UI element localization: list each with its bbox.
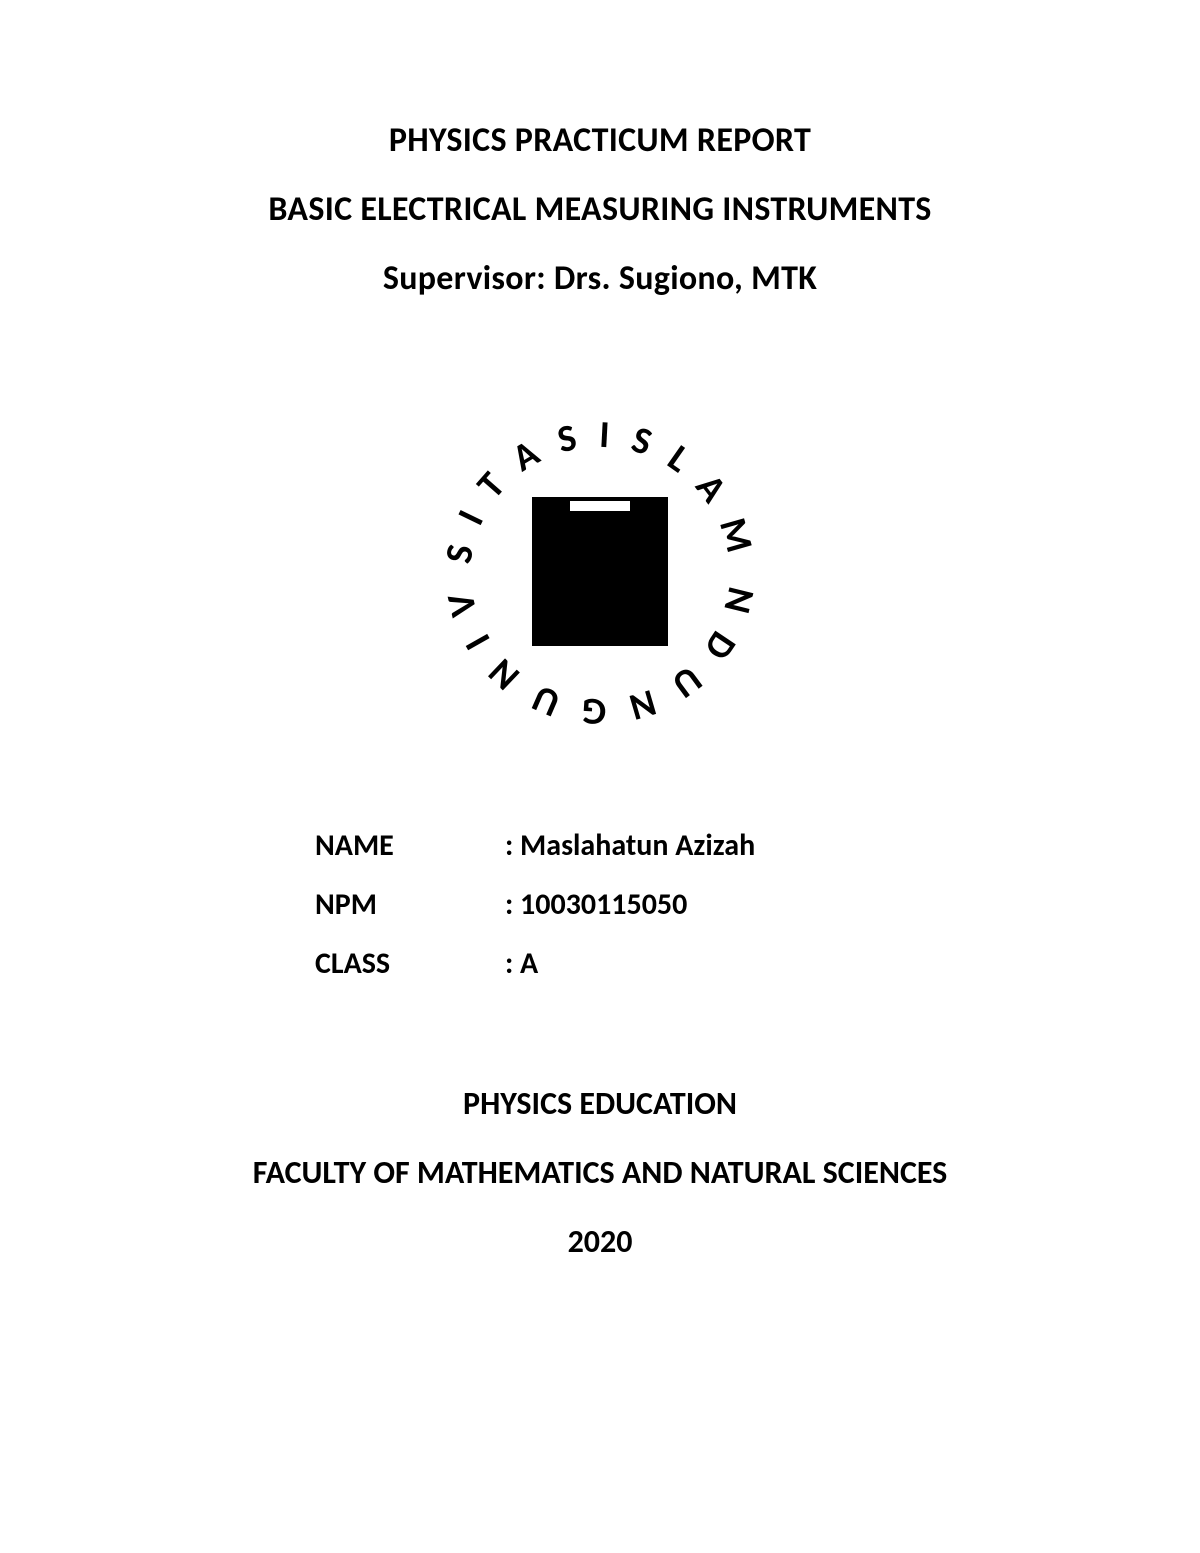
name-row: NAME : Maslahatun Azizah [315, 827, 925, 864]
name-value: : Maslahatun Azizah [505, 827, 755, 864]
logo-svg: E R S I T A S I S L A M B A N D U N G U … [420, 397, 780, 757]
cover-page: PHYSICS PRACTICUM REPORT BASIC ELECTRICA… [0, 0, 1200, 1553]
department-line: PHYSICS EDUCATION [463, 1084, 737, 1123]
class-value: : A [505, 945, 538, 982]
kaaba-band-icon [570, 501, 630, 511]
class-label: CLASS [315, 945, 505, 982]
npm-value: : 10030115050 [505, 886, 687, 923]
university-logo: E R S I T A S I S L A M B A N D U N G U … [420, 397, 780, 757]
faculty-line: FACULTY OF MATHEMATICS AND NATURAL SCIEN… [253, 1153, 948, 1192]
supervisor-line: Supervisor: Drs. Sugiono, MTK [383, 258, 817, 299]
report-title-2: BASIC ELECTRICAL MEASURING INSTRUMENTS [268, 189, 931, 230]
npm-label: NPM [315, 886, 505, 923]
student-info: NAME : Maslahatun Azizah NPM : 100301150… [275, 827, 925, 1004]
year-line: 2020 [568, 1222, 633, 1261]
kaaba-icon [532, 510, 668, 646]
report-title-1: PHYSICS PRACTICUM REPORT [389, 120, 811, 161]
npm-row: NPM : 10030115050 [315, 886, 925, 923]
name-label: NAME [315, 827, 505, 864]
class-row: CLASS : A [315, 945, 925, 982]
